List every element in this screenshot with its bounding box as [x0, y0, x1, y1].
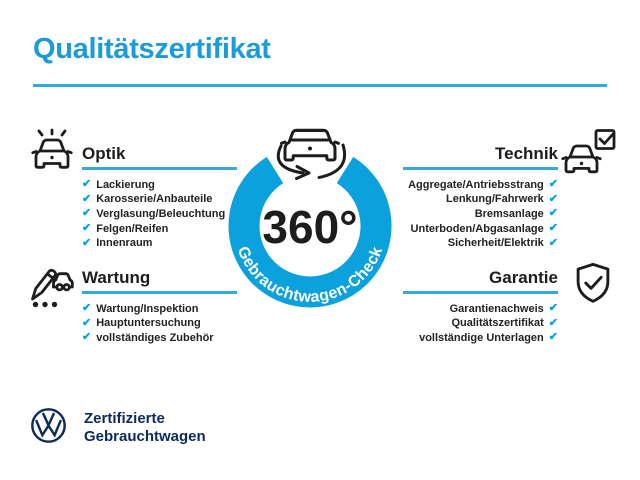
check-icon: ✔ [82, 222, 92, 235]
checklist-item: Lenkung/Fahrwerk ✔ [383, 192, 558, 207]
checklist-label: Lackierung [96, 178, 155, 191]
checklist-item: ✔ Lackierung [82, 178, 242, 193]
check-icon: ✔ [548, 331, 558, 344]
section-technik: Technik Aggregate/Antriebsstrang ✔ Lenkun… [383, 144, 558, 250]
checklist-label: vollständiges Zubehör [96, 331, 214, 344]
vw-logo [31, 408, 66, 443]
checklist-item: Aggregate/Antriebsstrang ✔ [383, 178, 558, 193]
check-icon: ✔ [548, 236, 558, 249]
section-divider-wartung [82, 291, 237, 294]
title-divider [33, 84, 607, 87]
checklist-label: Innenraum [96, 237, 153, 250]
brand-lockup: Zertifizierte Gebrauchtwagen [84, 410, 206, 445]
check-icon: ✔ [82, 331, 92, 344]
car-rotation-icon [276, 128, 346, 180]
checklist-label: Verglasung/Beleuchtung [96, 207, 226, 220]
360-check-badge: Gebrauchtwagen-Check 360° [228, 128, 392, 308]
checklist-item: vollständige Unterlagen ✔ [383, 331, 558, 346]
checklist-item: ✔ Hauptuntersuchung [82, 316, 242, 331]
checklist-item: Unterboden/Abgasanlage ✔ [383, 221, 558, 236]
shield-check-icon [576, 262, 610, 303]
checklist-item: ✔ Wartung/Inspektion [82, 302, 242, 317]
technik-checklist: Aggregate/Antriebsstrang ✔ Lenkung/Fahrwe… [383, 178, 558, 251]
checklist-item: Bremsanlage ✔ [383, 207, 558, 222]
checklist-item: Garantienachweis ✔ [383, 302, 558, 317]
page-title: Qualitätszertifikat [33, 33, 271, 65]
section-divider-garantie [403, 291, 558, 294]
car-checkbox-icon [561, 129, 616, 174]
wartung-checklist: ✔ Wartung/Inspektion ✔ Hauptuntersuchung ✔… [82, 302, 242, 346]
checklist-item: Sicherheit/Elektrik ✔ [383, 236, 558, 251]
checklist-label: Sicherheit/Elektrik [447, 237, 544, 250]
section-wartung: Wartung ✔ Wartung/Inspektion ✔ Hauptunters… [82, 268, 242, 345]
checklist-item: ✔ Karosserie/Anbauteile [82, 192, 242, 207]
checklist-item: ✔ Felgen/Reifen [82, 221, 242, 236]
badge-ring [228, 156, 392, 308]
garantie-checklist: Garantienachweis ✔ Qualitätszertifikat ✔ v… [383, 302, 558, 346]
section-title-technik: Technik [495, 144, 558, 163]
section-optik: Optik ✔ Lackierung ✔ Karosserie/Anbauteile… [82, 144, 242, 250]
checklist-item: Qualitätszertifikat ✔ [383, 316, 558, 331]
section-title-wartung: Wartung [82, 268, 151, 287]
checklist-item: ✔ Verglasung/Beleuchtung [82, 207, 242, 222]
check-icon: ✔ [548, 222, 558, 235]
check-icon: ✔ [548, 316, 558, 329]
checklist-label: Unterboden/Abgasanlage [410, 222, 544, 235]
check-icon: ✔ [82, 236, 92, 249]
badge-degree-label: 360° [262, 201, 357, 253]
checklist-label: Hauptuntersuchung [96, 317, 201, 330]
checklist-label: vollständige Unterlagen [419, 331, 544, 344]
check-icon: ✔ [82, 302, 92, 315]
check-icon: ✔ [548, 178, 558, 191]
check-icon: ✔ [548, 192, 558, 205]
pencil-car-icon [31, 268, 74, 308]
car-shine-icon [31, 128, 73, 169]
checklist-label: Felgen/Reifen [96, 222, 169, 235]
check-icon: ✔ [548, 302, 558, 315]
checklist-label: Aggregate/Antriebsstrang [408, 178, 544, 191]
section-divider-technik [403, 167, 558, 170]
check-icon: ✔ [82, 316, 92, 329]
section-garantie: Garantie Garantienachweis ✔ Qualitätszert… [383, 268, 558, 345]
check-icon: ✔ [548, 207, 558, 220]
checklist-label: Karosserie/Anbauteile [96, 193, 213, 206]
check-icon: ✔ [82, 192, 92, 205]
brand-line2: Gebrauchtwagen [84, 427, 206, 445]
check-icon: ✔ [82, 178, 92, 191]
section-divider-optik [82, 167, 237, 170]
checklist-label: Garantienachweis [449, 302, 544, 315]
checklist-item: ✔ vollständiges Zubehör [82, 331, 242, 346]
checklist-item: ✔ Innenraum [82, 236, 242, 251]
checklist-label: Wartung/Inspektion [96, 302, 199, 315]
section-title-garantie: Garantie [489, 268, 558, 287]
checklist-label: Bremsanlage [474, 207, 544, 220]
section-title-optik: Optik [82, 144, 126, 163]
optik-checklist: ✔ Lackierung ✔ Karosserie/Anbauteile ✔ Verg… [82, 178, 242, 251]
checklist-label: Lenkung/Fahrwerk [445, 193, 544, 206]
check-icon: ✔ [82, 207, 92, 220]
brand-line1: Zertifizierte [84, 410, 165, 427]
checklist-label: Qualitätszertifikat [451, 317, 544, 330]
